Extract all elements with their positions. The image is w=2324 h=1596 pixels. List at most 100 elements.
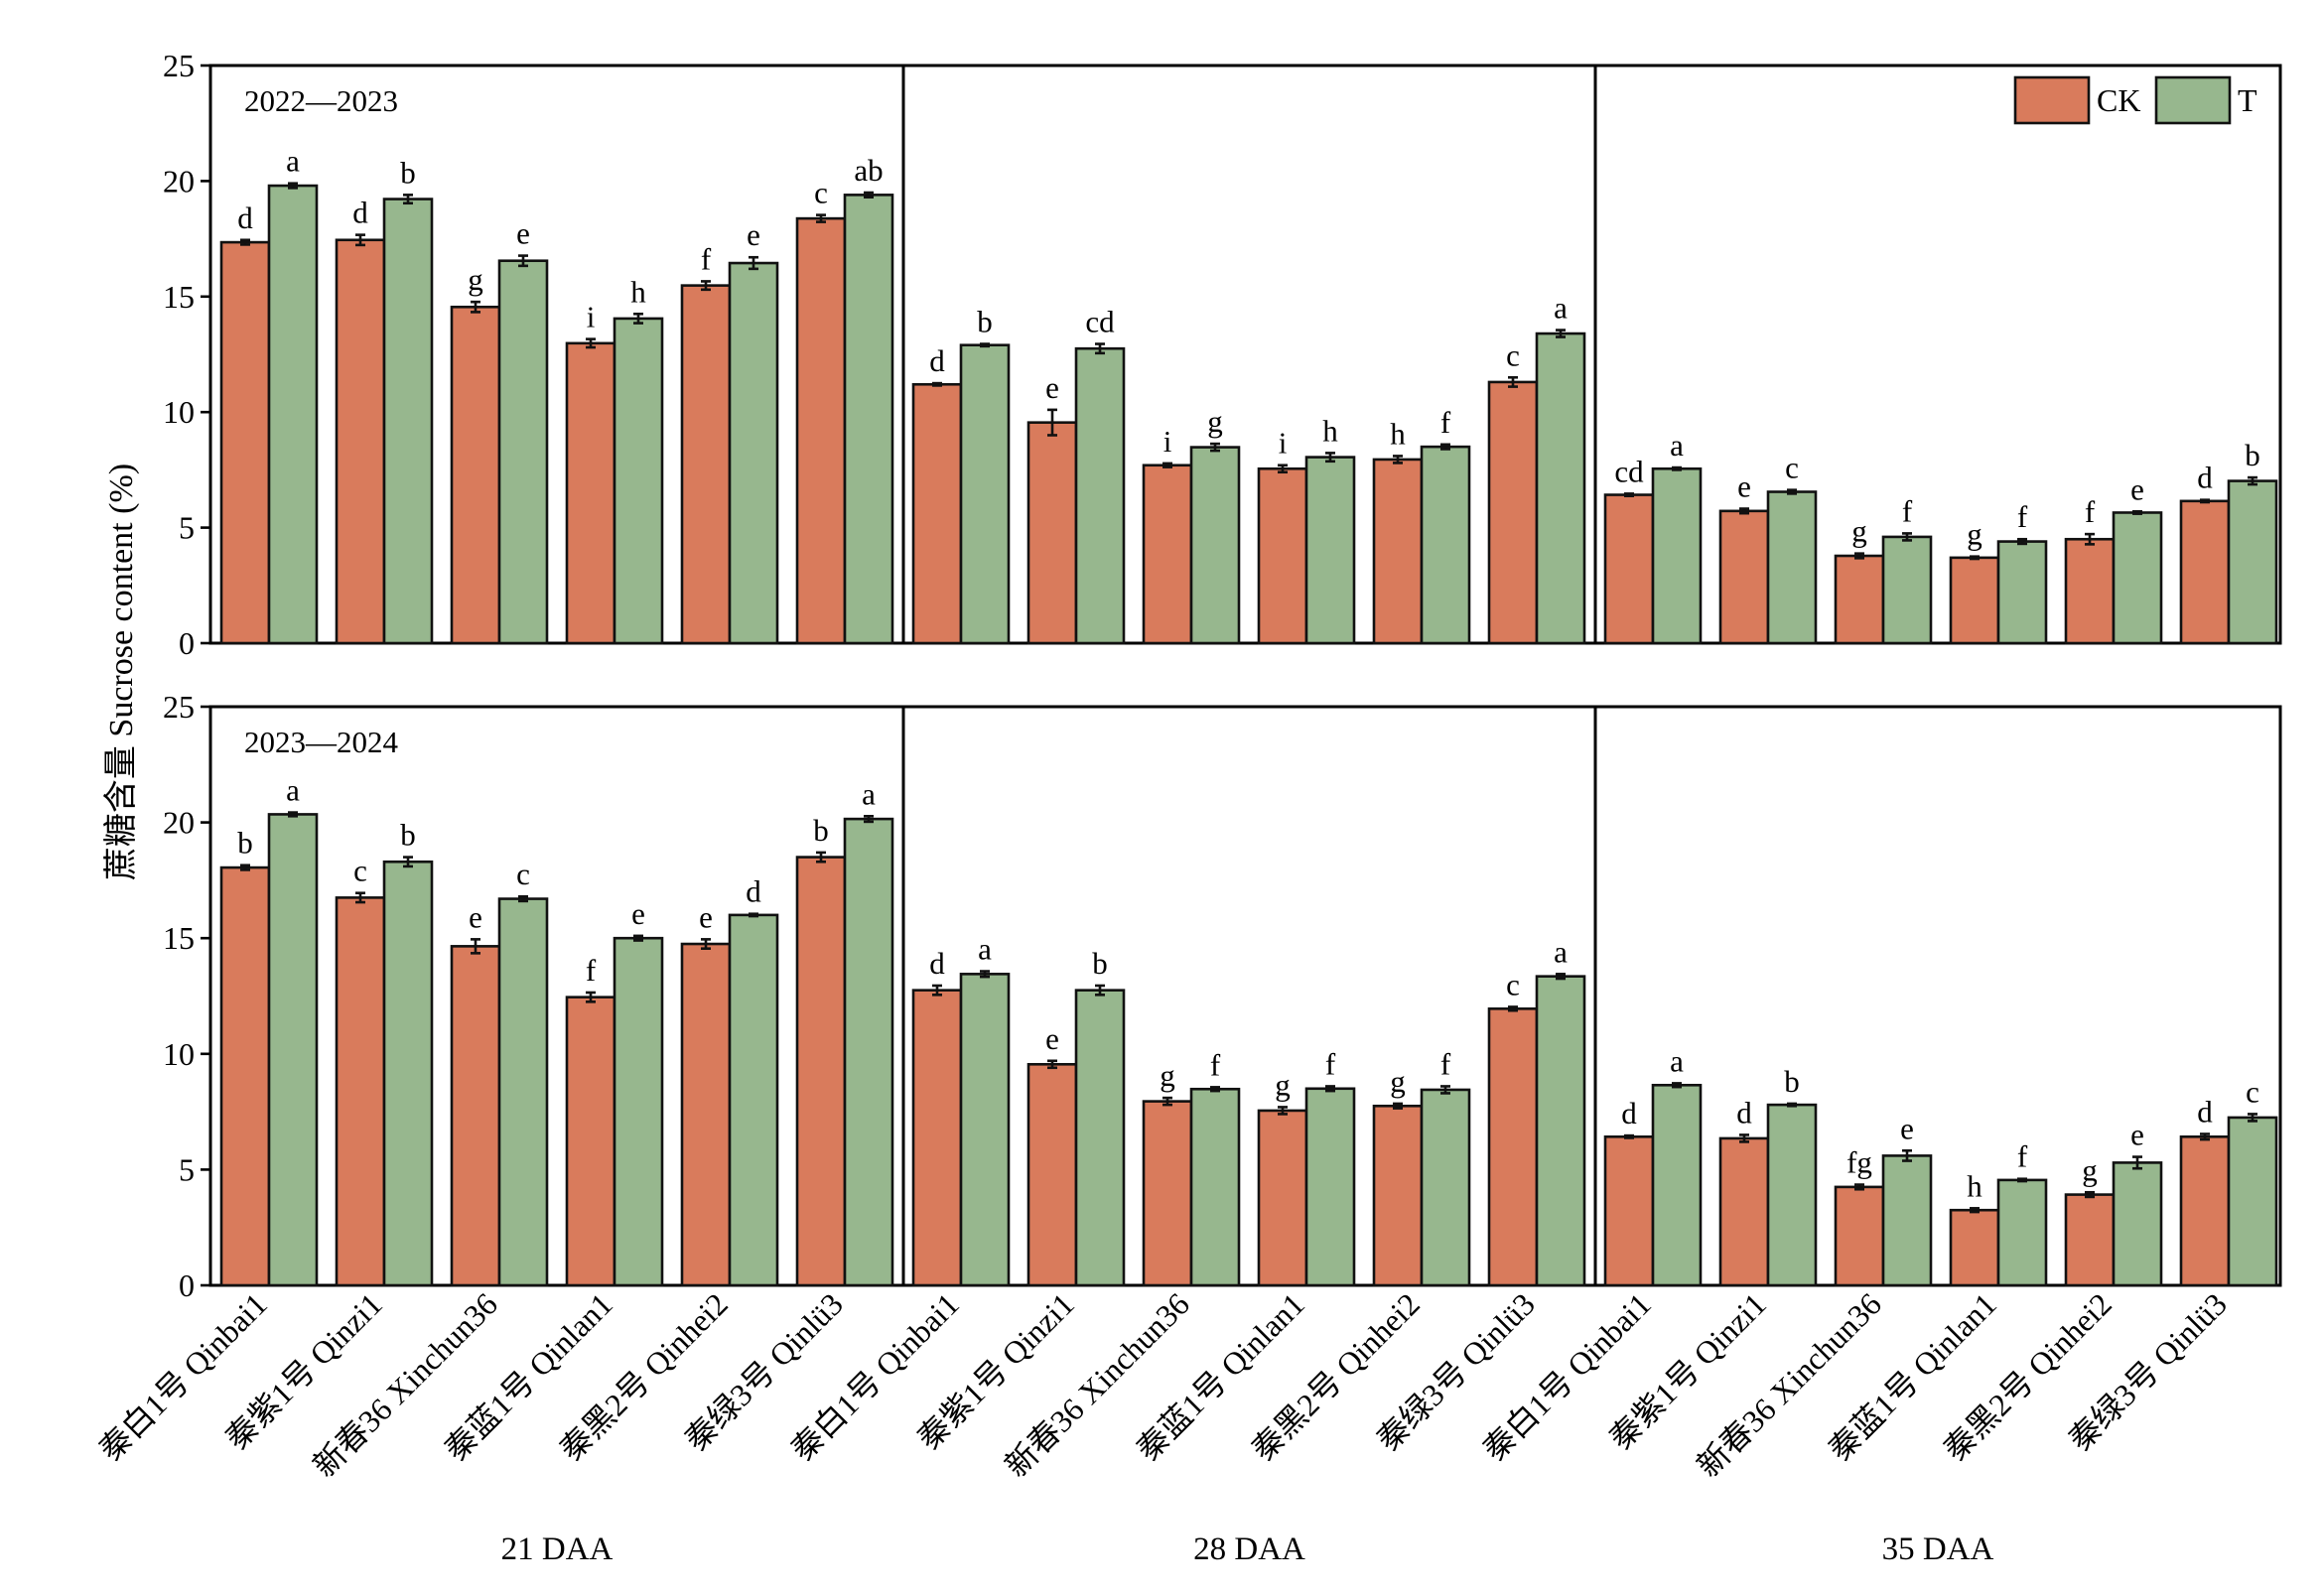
bar-T — [1535, 975, 1586, 1287]
significance-letter: g — [1851, 514, 1867, 549]
y-tick-label: 15 — [163, 279, 195, 315]
significance-letter: a — [286, 144, 300, 179]
significance-letter: a — [1554, 291, 1568, 326]
bar-CK — [1487, 380, 1539, 645]
bar-T — [1189, 1087, 1241, 1287]
significance-letter: b — [977, 305, 993, 339]
significance-letter: c — [1506, 967, 1520, 1001]
panel-frame — [208, 64, 2282, 645]
significance-letter: e — [747, 217, 760, 252]
significance-letter: b — [400, 818, 416, 853]
bar-CK — [1603, 493, 1655, 645]
significance-letter: c — [814, 176, 828, 210]
panel-frame — [208, 705, 2282, 1287]
y-tick-label: 25 — [163, 689, 195, 725]
bar-CK — [1257, 1109, 1308, 1287]
bar-T — [728, 913, 779, 1287]
bar-T — [1996, 540, 2048, 645]
significance-letter: h — [1967, 1168, 1982, 1203]
bar-T — [1304, 1087, 1356, 1287]
bar-T — [2112, 511, 2163, 645]
bar-CK — [2064, 1193, 2116, 1287]
legend-swatch-t — [2154, 75, 2232, 125]
significance-letter: e — [1045, 1021, 1059, 1056]
significance-letter: g — [2082, 1152, 2098, 1187]
significance-letter: d — [929, 343, 945, 378]
significance-letter: a — [1670, 1043, 1684, 1078]
significance-letter: h — [1322, 413, 1338, 448]
bar-CK — [335, 896, 386, 1287]
bar-CK — [565, 996, 616, 1287]
significance-letter: f — [1210, 1047, 1221, 1082]
bar-T — [1881, 1154, 1933, 1287]
plot-layer: 05101520252022—2023dadbgeihfecabdbecdigi… — [92, 48, 2282, 1567]
significance-letter: g — [1967, 517, 1982, 552]
panel-year-label: 2023—2024 — [244, 725, 399, 759]
bar-T — [1651, 1083, 1703, 1287]
significance-letter: e — [469, 899, 482, 934]
significance-letter: b — [400, 155, 416, 190]
bar-T — [382, 860, 434, 1287]
significance-letter: e — [1737, 469, 1751, 504]
bar-T — [843, 817, 894, 1287]
bar-CK — [1372, 1104, 1424, 1287]
significance-letter: e — [2130, 1118, 2144, 1152]
bar-T — [1651, 466, 1703, 645]
bar-CK — [2179, 499, 2231, 645]
significance-letter: a — [1554, 934, 1568, 969]
bar-T — [1996, 1178, 2048, 1287]
y-tick-label: 5 — [179, 1151, 195, 1187]
bar-CK — [795, 216, 847, 645]
significance-letter: b — [237, 826, 253, 861]
bar-CK — [450, 945, 501, 1287]
significance-letter: d — [929, 946, 945, 981]
bar-CK — [1834, 554, 1885, 645]
significance-letter: c — [2246, 1074, 2259, 1109]
bar-CK — [1257, 466, 1308, 645]
significance-letter: c — [1785, 451, 1799, 485]
bar-CK — [911, 989, 963, 1287]
bar-T — [1766, 1103, 1818, 1287]
bar-T — [2227, 479, 2278, 645]
bar-T — [1074, 989, 1126, 1287]
bar-CK — [1949, 1208, 2000, 1287]
significance-letter: cd — [1085, 305, 1115, 339]
significance-letter: ab — [854, 153, 883, 188]
legend-swatch-ck — [2013, 75, 2091, 125]
bar-CK — [1949, 556, 2000, 645]
significance-letter: g — [1275, 1067, 1291, 1102]
bar-CK — [680, 284, 732, 645]
significance-letter: d — [2197, 1094, 2213, 1129]
significance-letter: d — [352, 196, 368, 230]
bar-CK — [1603, 1134, 1655, 1287]
y-tick-label: 10 — [163, 394, 195, 430]
bar-CK — [1834, 1185, 1885, 1287]
stage-label: 28 DAA — [1193, 1531, 1305, 1567]
significance-letter: f — [1325, 1046, 1336, 1081]
bar-CK — [1026, 421, 1078, 645]
bar-CK — [1142, 1100, 1193, 1287]
bar-T — [497, 259, 549, 645]
bar-CK — [680, 942, 732, 1287]
bar-CK — [2064, 537, 2116, 645]
significance-letter: d — [746, 874, 761, 909]
significance-letter: f — [2017, 1139, 2028, 1174]
bar-T — [613, 936, 664, 1287]
significance-letter: g — [1207, 404, 1223, 439]
bar-CK — [1026, 1062, 1078, 1287]
bar-T — [2112, 1161, 2163, 1287]
stage-label: 21 DAA — [501, 1531, 614, 1567]
significance-letter: d — [1736, 1095, 1752, 1130]
y-axis-label: 蔗糖含量 Sucrose content (%) — [102, 464, 140, 880]
bar-CK — [1487, 1007, 1539, 1287]
y-tick-label: 10 — [163, 1036, 195, 1072]
significance-letter: g — [468, 262, 483, 297]
y-tick-label: 20 — [163, 805, 195, 841]
bar-T — [959, 343, 1011, 645]
significance-letter: g — [1390, 1064, 1406, 1099]
bar-T — [1420, 445, 1471, 645]
significance-letter: f — [1440, 405, 1451, 440]
bar-CK — [1718, 509, 1770, 645]
significance-letter: a — [286, 773, 300, 808]
